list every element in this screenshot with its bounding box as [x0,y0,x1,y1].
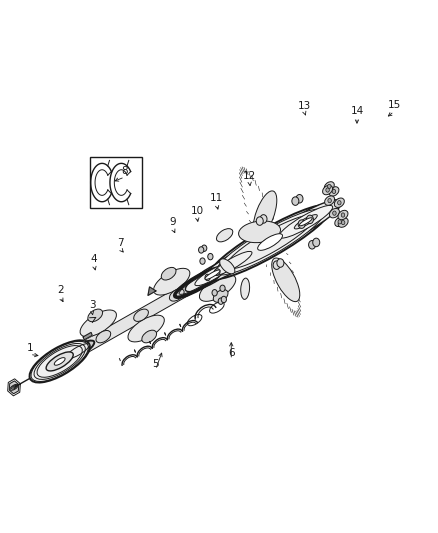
Ellipse shape [46,352,73,371]
Ellipse shape [324,182,334,191]
Circle shape [328,184,331,189]
Ellipse shape [299,217,312,226]
Ellipse shape [294,215,317,229]
Circle shape [309,240,316,249]
Polygon shape [148,287,156,295]
Ellipse shape [66,344,89,359]
Circle shape [332,189,336,193]
Circle shape [212,289,217,296]
Ellipse shape [195,264,230,286]
Circle shape [338,200,341,205]
Ellipse shape [208,205,332,279]
Circle shape [328,198,332,203]
Ellipse shape [170,289,184,301]
Ellipse shape [213,289,228,302]
Ellipse shape [134,309,148,321]
Ellipse shape [54,358,65,365]
Circle shape [215,269,220,275]
Circle shape [260,215,267,223]
Ellipse shape [205,269,220,281]
Circle shape [273,261,280,269]
Text: 8: 8 [121,166,128,175]
Ellipse shape [142,330,156,343]
Circle shape [298,220,305,228]
Circle shape [326,188,329,192]
Circle shape [205,274,210,281]
Bar [90,157,142,208]
Ellipse shape [329,187,339,196]
Circle shape [201,245,207,252]
Ellipse shape [161,268,176,280]
Polygon shape [83,333,92,340]
Circle shape [198,247,204,253]
Ellipse shape [220,259,235,274]
Text: 9: 9 [170,217,177,227]
Ellipse shape [325,196,335,205]
Ellipse shape [239,221,280,243]
Ellipse shape [338,211,348,220]
Ellipse shape [128,315,164,342]
Text: 10: 10 [191,206,204,215]
Circle shape [263,240,270,248]
Text: 13: 13 [298,101,311,110]
Ellipse shape [88,309,102,322]
Ellipse shape [334,198,344,207]
Ellipse shape [272,258,300,302]
Text: 5: 5 [152,359,159,368]
Ellipse shape [253,191,277,238]
Circle shape [307,215,314,224]
Ellipse shape [279,205,333,238]
Ellipse shape [205,270,220,279]
Ellipse shape [80,310,117,337]
Text: 2: 2 [57,286,64,295]
Circle shape [313,238,320,247]
Circle shape [218,298,223,304]
Ellipse shape [185,258,240,292]
Circle shape [341,221,345,225]
Ellipse shape [213,252,252,276]
Circle shape [296,195,303,203]
Ellipse shape [200,244,265,284]
Circle shape [208,253,213,260]
Circle shape [338,220,342,224]
Ellipse shape [61,341,94,362]
Circle shape [256,217,263,225]
Text: 6: 6 [228,349,235,358]
Ellipse shape [329,208,339,218]
Text: 12: 12 [243,171,256,181]
Ellipse shape [323,185,332,195]
Ellipse shape [335,217,345,227]
Text: 7: 7 [117,238,124,247]
Ellipse shape [154,268,190,295]
Ellipse shape [226,215,314,269]
Text: 15: 15 [388,100,401,110]
Ellipse shape [96,330,111,343]
Circle shape [341,213,345,217]
Text: 14: 14 [350,106,364,116]
Text: 4: 4 [91,254,98,264]
Ellipse shape [258,234,283,251]
Ellipse shape [270,200,342,244]
Circle shape [270,236,277,244]
Text: 1: 1 [26,343,33,353]
Ellipse shape [241,278,250,300]
Circle shape [333,211,336,215]
Ellipse shape [216,209,325,275]
Polygon shape [9,381,19,394]
Circle shape [220,285,225,292]
Text: 3: 3 [88,300,95,310]
Text: 11: 11 [210,193,223,203]
Circle shape [221,296,226,303]
Ellipse shape [338,218,348,227]
Ellipse shape [29,340,90,383]
Circle shape [277,259,284,267]
Ellipse shape [216,229,233,242]
Ellipse shape [199,274,236,301]
Polygon shape [83,268,217,353]
Circle shape [292,197,299,205]
Circle shape [200,258,205,264]
